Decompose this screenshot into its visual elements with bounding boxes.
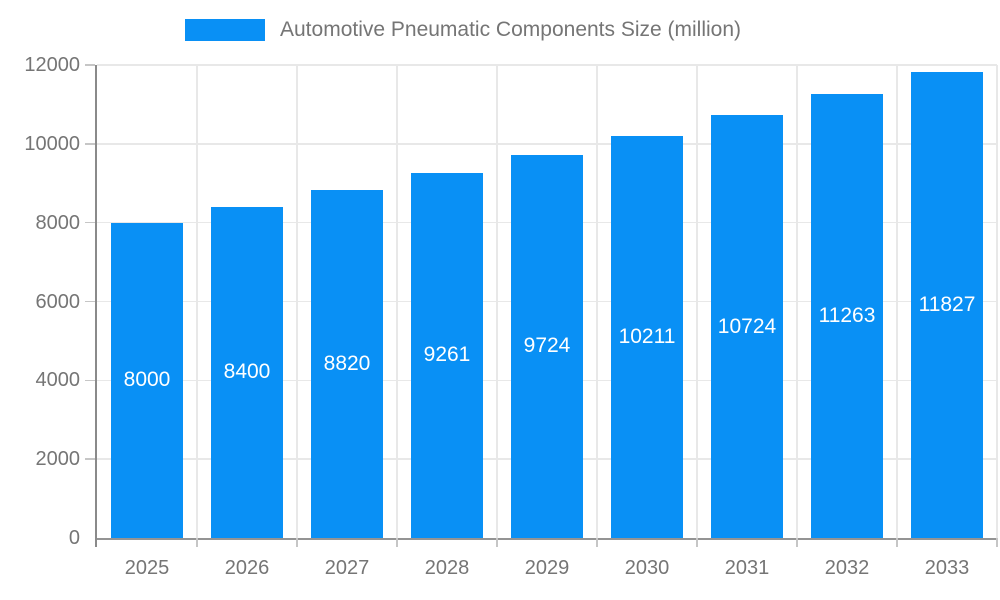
x-axis-tick (496, 538, 498, 547)
y-axis-tick (85, 143, 95, 145)
bar: 8820 (311, 190, 383, 538)
bar-value-label: 11827 (918, 292, 976, 316)
bar: 10211 (611, 135, 683, 538)
bar-value-label: 10211 (618, 324, 676, 348)
x-axis-label: 2033 (924, 557, 970, 579)
x-axis-tick (896, 538, 898, 547)
gridline-vertical (896, 65, 898, 538)
y-axis-tick (85, 458, 95, 460)
y-axis-label: 4000 (35, 369, 81, 392)
x-axis-label: 2026 (224, 557, 270, 579)
y-axis-tick (85, 379, 95, 382)
x-axis-label: 2025 (124, 557, 170, 579)
y-axis-label: 10000 (24, 132, 80, 155)
bar-value-label: 9724 (523, 334, 571, 358)
y-axis-tick (85, 221, 95, 224)
bar-value-label: 9261 (423, 343, 471, 367)
x-axis-tick (696, 538, 698, 547)
x-axis-tick (596, 538, 598, 547)
gridline-vertical (396, 65, 398, 538)
bar: 11263 (811, 94, 883, 538)
gridline-vertical (796, 65, 798, 538)
bar-value-label: 10724 (717, 314, 777, 338)
x-axis-label: 2027 (324, 557, 370, 579)
y-axis-label: 8000 (35, 211, 81, 234)
y-axis-label: 0 (68, 527, 80, 549)
bar: 8400 (211, 206, 283, 538)
x-axis-tick (196, 538, 198, 547)
y-axis-label: 2000 (35, 448, 81, 471)
x-axis-label: 2032 (824, 557, 870, 579)
bar: 9724 (511, 154, 583, 538)
gridline-vertical (996, 65, 998, 538)
legend-color-swatch (185, 19, 265, 41)
legend-series-label: Automotive Pneumatic Components Size (mi… (280, 18, 742, 41)
gridline-horizontal (97, 143, 997, 145)
gridline-vertical (496, 65, 498, 538)
legend: Automotive Pneumatic Components Size (mi… (185, 18, 741, 42)
x-axis-label: 2031 (724, 557, 770, 579)
bar: 9261 (411, 172, 483, 538)
y-axis-tick (85, 300, 95, 303)
bar-value-label: 8400 (223, 360, 271, 384)
gridline-vertical (196, 65, 198, 538)
y-axis-label: 6000 (35, 290, 81, 313)
x-axis-label: 2028 (424, 557, 470, 579)
y-axis-label: 12000 (24, 54, 80, 76)
bar-value-label: 11263 (818, 304, 876, 328)
y-axis-tick (85, 64, 95, 66)
x-axis-tick (996, 538, 998, 547)
bar: 8000 (111, 222, 183, 538)
gridline-vertical (296, 65, 298, 538)
x-axis-label: 2030 (624, 557, 670, 579)
bar: 10724 (711, 115, 783, 538)
gridline-vertical (696, 65, 698, 538)
x-axis-tick (296, 538, 298, 547)
x-axis-tick (796, 538, 798, 547)
gridline-vertical (596, 65, 598, 538)
x-axis-label: 2029 (524, 557, 570, 579)
bar: 11827 (911, 71, 983, 538)
gridline-horizontal (97, 64, 997, 66)
bar-value-label: 8820 (323, 352, 371, 376)
y-axis-line-extension (95, 538, 97, 547)
plot-area: 0 2000 4000 6000 8000 10000 12000 8000 2025 8400 2… (24, 54, 998, 579)
x-axis-tick (396, 538, 398, 547)
bar-value-label: 8000 (123, 368, 171, 392)
